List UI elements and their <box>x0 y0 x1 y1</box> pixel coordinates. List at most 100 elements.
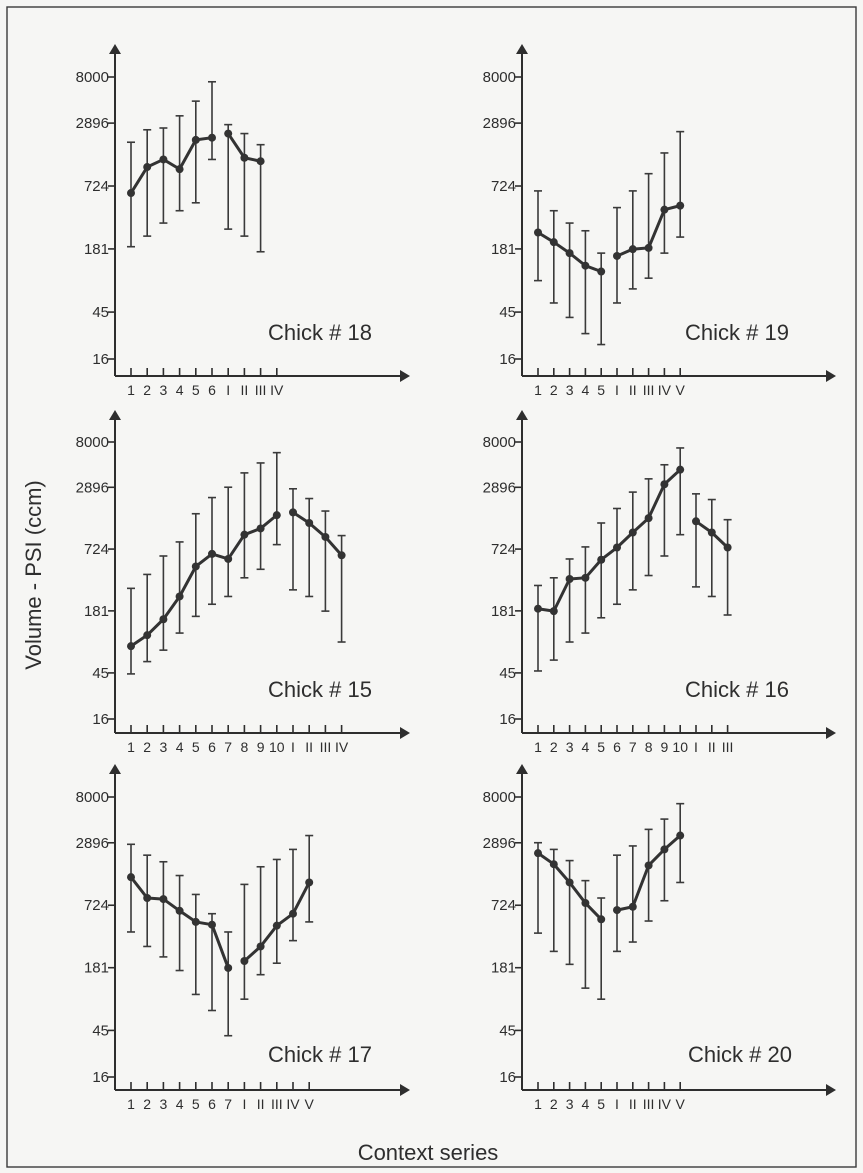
data-point <box>707 528 716 537</box>
x-tick-label: 5 <box>192 1096 200 1112</box>
data-point <box>289 909 297 918</box>
x-tick-label: 8 <box>241 739 249 755</box>
data-point <box>628 245 637 254</box>
x-tick-label: 2 <box>143 382 151 398</box>
data-point <box>159 895 168 904</box>
x-tick-label: II <box>629 382 637 398</box>
data-point <box>660 205 669 214</box>
data-point <box>534 604 542 613</box>
data-point <box>305 878 314 887</box>
y-tick-label: 181 <box>491 960 516 977</box>
x-tick-label: 2 <box>550 739 558 755</box>
x-tick-label: 8 <box>645 739 653 755</box>
x-tick-label: II <box>708 739 716 755</box>
x-tick-label: III <box>643 382 655 398</box>
y-tick-label: 724 <box>491 178 516 195</box>
y-tick-label: 16 <box>92 351 109 368</box>
y-tick-label: 2896 <box>483 115 516 132</box>
data-point <box>127 189 135 198</box>
y-tick-label: 2896 <box>76 115 109 132</box>
data-point <box>692 517 700 526</box>
y-axis-arrow <box>516 410 528 420</box>
y-tick-label: 2896 <box>76 479 109 496</box>
y-tick-label: 16 <box>92 1069 109 1086</box>
data-point <box>676 465 685 474</box>
x-tick-label: V <box>676 382 686 398</box>
x-tick-label: 7 <box>224 1096 232 1112</box>
data-point <box>549 238 558 247</box>
y-axis-arrow <box>516 764 528 774</box>
x-axis-arrow <box>400 727 410 739</box>
data-point <box>549 860 558 869</box>
series-line-segment <box>130 513 278 648</box>
x-tick-label: IV <box>270 382 284 398</box>
data-point <box>676 201 685 210</box>
x-tick-label: 6 <box>208 739 216 755</box>
data-point <box>549 607 558 616</box>
data-point <box>581 899 590 908</box>
y-tick-label: 8000 <box>483 69 516 86</box>
data-point <box>208 133 216 142</box>
x-tick-label: 4 <box>582 739 590 755</box>
y-tick-label: 45 <box>92 304 109 321</box>
data-point <box>143 631 152 640</box>
y-tick-label: 181 <box>84 603 109 620</box>
panel-title: Chick # 18 <box>268 320 372 345</box>
x-tick-label: 6 <box>208 382 216 398</box>
data-point <box>676 831 685 840</box>
x-tick-label: 2 <box>550 382 558 398</box>
data-point <box>175 592 184 601</box>
x-tick-label: 1 <box>534 382 542 398</box>
data-point <box>191 135 200 144</box>
panel-title: Chick # 16 <box>685 677 789 702</box>
data-point <box>644 514 653 523</box>
data-point <box>581 261 590 270</box>
data-point <box>628 528 637 537</box>
x-tick-label: II <box>257 1096 265 1112</box>
data-point <box>565 575 574 584</box>
y-tick-label: 16 <box>499 351 516 368</box>
y-tick-label: 45 <box>499 1022 516 1039</box>
y-tick-label: 724 <box>84 541 109 558</box>
y-tick-label: 16 <box>499 1069 516 1086</box>
data-point <box>534 849 542 858</box>
x-tick-label: I <box>615 1096 619 1112</box>
data-point <box>644 861 653 870</box>
data-point <box>240 153 249 162</box>
data-point <box>534 228 542 237</box>
panel-title: Chick # 20 <box>688 1042 792 1067</box>
x-tick-label: II <box>241 382 249 398</box>
data-point <box>240 530 249 539</box>
x-tick-label: 3 <box>566 739 574 755</box>
data-point <box>289 508 297 517</box>
panel-title: Chick # 19 <box>685 320 789 345</box>
y-tick-label: 181 <box>84 960 109 977</box>
x-axis-arrow <box>826 1084 836 1096</box>
data-point <box>224 129 233 138</box>
x-tick-label: III <box>271 1096 283 1112</box>
y-tick-label: 16 <box>92 711 109 728</box>
data-point <box>613 543 621 552</box>
x-tick-label: 10 <box>269 739 285 755</box>
x-tick-label: 9 <box>661 739 669 755</box>
x-tick-label: 3 <box>566 1096 574 1112</box>
x-tick-label: IV <box>658 382 672 398</box>
y-tick-label: 45 <box>499 304 516 321</box>
x-tick-label: IV <box>335 739 349 755</box>
x-axis-arrow <box>400 370 410 382</box>
x-tick-label: II <box>629 1096 637 1112</box>
x-tick-label: 2 <box>143 739 151 755</box>
x-tick-label: I <box>615 382 619 398</box>
data-point <box>143 894 152 903</box>
y-tick-label: 2896 <box>483 835 516 852</box>
y-tick-label: 8000 <box>76 69 109 86</box>
x-tick-label: 10 <box>672 739 688 755</box>
x-tick-label: 9 <box>257 739 265 755</box>
x-tick-label: III <box>320 739 332 755</box>
y-tick-label: 8000 <box>76 789 109 806</box>
